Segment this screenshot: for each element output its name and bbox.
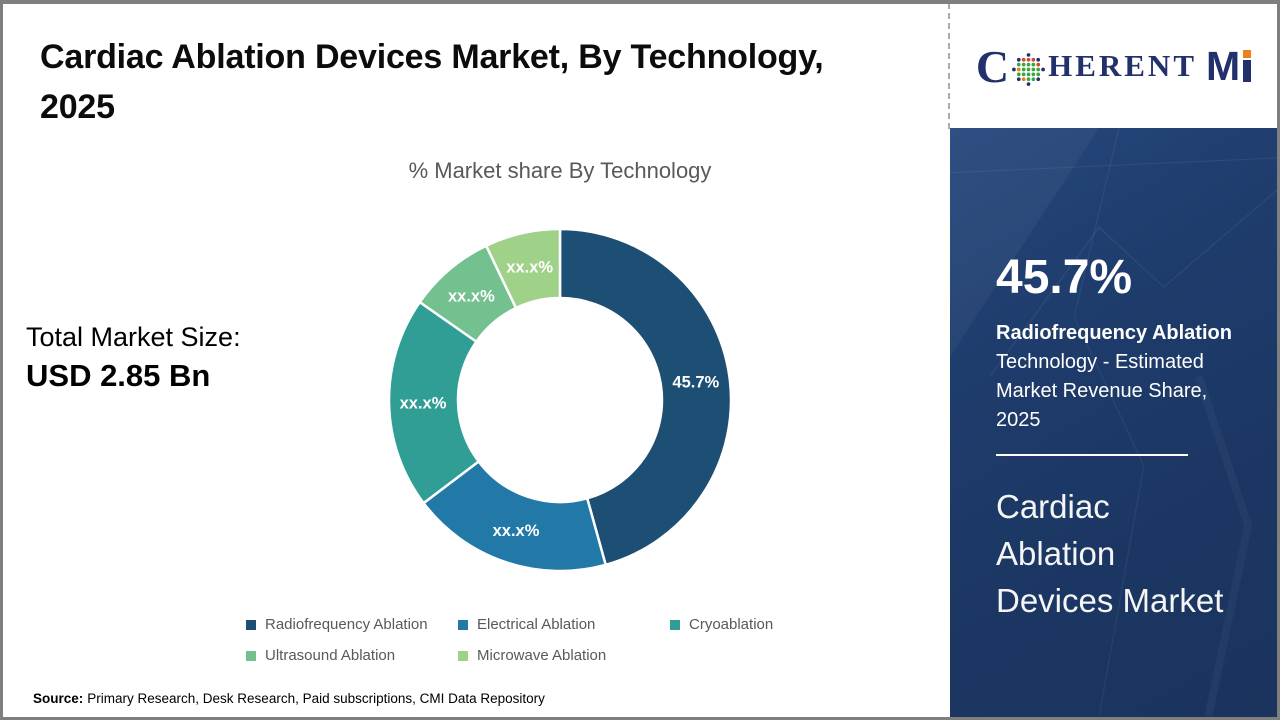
logo: C HERENT M	[950, 4, 1277, 128]
sidebar: 45.7% Radiofrequency Ablation Technology …	[950, 128, 1280, 720]
sidebar-stat-value: 45.7%	[996, 251, 1133, 304]
donut-segment	[484, 227, 562, 310]
donut-chart: 45.7% xx.x% xx.x% xx.x% xx.x%	[387, 227, 733, 573]
logo-letter-m: M	[1206, 42, 1241, 89]
sidebar-stat-description: Radiofrequency Ablation Technology - Esti…	[996, 319, 1260, 435]
donut-segment-label: 45.7%	[672, 374, 719, 392]
logo-row: C HERENT M	[975, 40, 1252, 93]
legend-swatch	[458, 650, 468, 661]
donut-segment	[558, 227, 733, 567]
total-market-size-value: USD 2.85 Bn	[26, 358, 211, 393]
sidebar-divider	[996, 454, 1188, 456]
dotted-globe-icon	[1012, 52, 1046, 86]
donut-segment-label: xx.x%	[506, 258, 553, 276]
source-text: Primary Research, Desk Research, Paid su…	[87, 691, 545, 706]
legend-label: Microwave Ablation	[477, 646, 607, 664]
legend-item: Cryoablation	[670, 612, 882, 636]
donut-segment-label: xx.x%	[400, 395, 447, 413]
legend-label: Cryoablation	[689, 615, 774, 633]
total-market-size-label: Total Market Size:	[26, 322, 241, 352]
page-title: Cardiac Ablation Devices Market, By Tech…	[40, 38, 824, 126]
legend-label: Radiofrequency Ablation	[265, 615, 428, 633]
legend-item: Microwave Ablation	[458, 643, 670, 667]
logo-i-bar	[1243, 60, 1252, 82]
chart-title: % Market share By Technology	[408, 158, 712, 183]
source-label: Source:	[33, 691, 84, 706]
dashed-separator	[948, 3, 950, 129]
legend-item: Electrical Ablation	[458, 612, 670, 636]
legend-swatch	[670, 619, 680, 630]
sidebar-stat-label-bold: Radiofrequency Ablation	[996, 322, 1232, 344]
sidebar-market-title: Cardiac Ablation Devices Market	[996, 488, 1224, 619]
legend-swatch	[246, 619, 256, 630]
legend-label: Electrical Ablation	[477, 615, 596, 633]
sidebar-stat-label-rest: Technology - Estimated Market Revenue Sh…	[996, 351, 1208, 431]
chart-legend: Radiofrequency Ablation Electrical Ablati…	[246, 612, 882, 667]
legend-item: Radiofrequency Ablation	[246, 612, 458, 636]
donut-segment-label: xx.x%	[493, 522, 540, 540]
legend-swatch	[458, 619, 468, 630]
logo-letter-i	[1243, 50, 1252, 82]
right-column: C HERENT M 45.7% Radiofrequency	[948, 0, 1280, 720]
logo-i-orange-dot	[1243, 50, 1252, 58]
donut-segment-label: xx.x%	[448, 288, 495, 306]
source-note: Source: Primary Research, Desk Research, …	[33, 691, 545, 706]
legend-swatch	[246, 650, 256, 661]
logo-letter-c: C	[975, 40, 1010, 92]
logo-letters-herent: HERENT	[1048, 48, 1197, 83]
legend-item: Ultrasound Ablation	[246, 643, 458, 667]
legend-label: Ultrasound Ablation	[265, 646, 396, 664]
